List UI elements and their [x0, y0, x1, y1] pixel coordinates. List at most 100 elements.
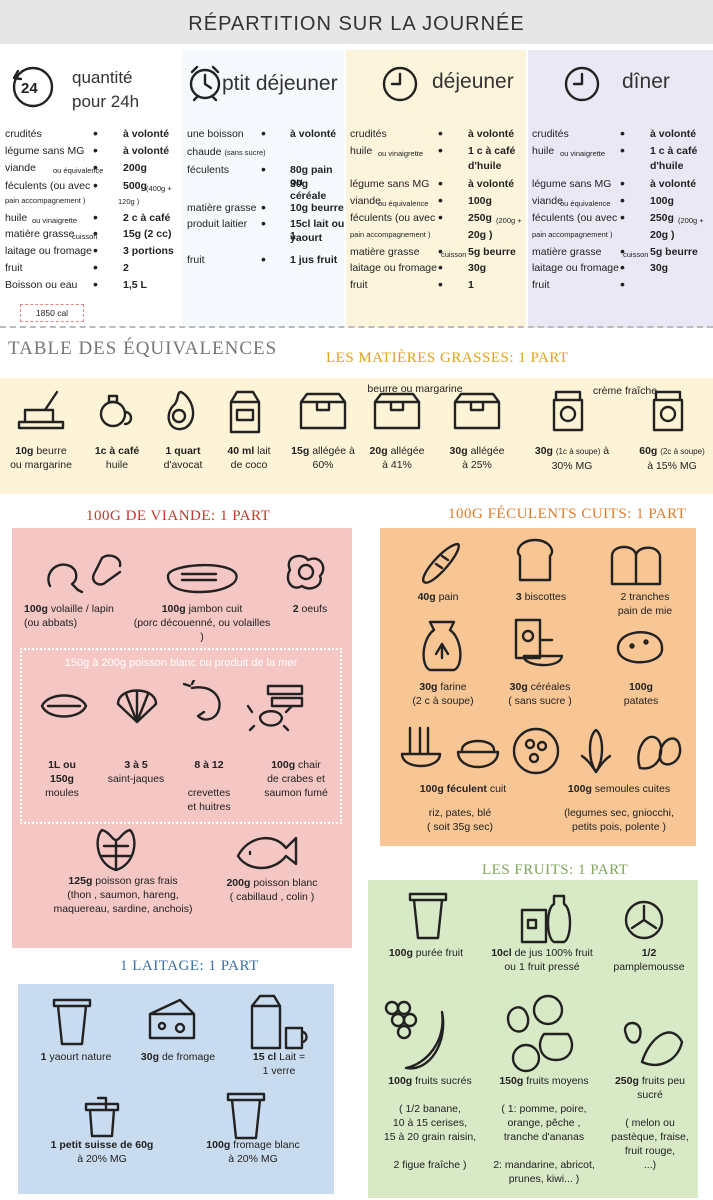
petit-suisse-icon [84, 1096, 120, 1138]
salmon-steak-icon [96, 828, 136, 872]
seafood-box: 150g à 200g poisson blanc ou produit de … [20, 648, 342, 824]
toast-icon [516, 538, 554, 582]
column-title: ptit déjeuner [222, 72, 338, 95]
list-item-note: (200g + [496, 216, 522, 225]
seafood-title: 150g à 200g poisson blanc ou produit de … [64, 657, 298, 669]
milk-carton-icon [229, 390, 261, 434]
calorie-badge: 1850 cal [20, 304, 84, 322]
dairy-item: 100g fromage blanc à 20% MG [206, 1139, 300, 1165]
list-item-note: (200g + [678, 216, 704, 225]
fish-icon [236, 836, 298, 870]
starch-item: 30g farine (2 c à soupe) [412, 681, 474, 707]
jar-icon [552, 390, 584, 432]
egg-icon [286, 554, 325, 590]
flour-bag-icon [422, 620, 462, 672]
butter-tub-icon [299, 392, 347, 430]
seafood-item: 1L ou 150g moules [45, 759, 79, 799]
column-title: déjeuner [432, 70, 514, 93]
dairy-panel: 1 yaourt nature 30g de fromage 15 cl Lai… [18, 984, 334, 1194]
grapefruit-icon [624, 900, 664, 940]
melon-strawberry-icon [623, 1021, 684, 1066]
list-item-note: pain accompagnement ) [350, 230, 431, 239]
cream-subtitle: crème fraîche [592, 385, 658, 397]
starch-item: 100g patates [623, 681, 659, 707]
rice-bowl-icon [456, 739, 500, 769]
fruits-title: LES FRUITS: 1 PART [482, 862, 629, 878]
fruits-panel: 100g purée fruit 10cl de jus 100% fruit o… [368, 880, 698, 1198]
jar-icon [652, 390, 684, 432]
fat-item: 15g allégée à 60% [291, 445, 355, 471]
dairy-item: 15 cl Lait = 1 verre [252, 1051, 306, 1077]
dairy-item: 1 yaourt nature [40, 1051, 112, 1063]
fat-item: 30g allégée à 25% [449, 445, 505, 471]
bread-icon [422, 542, 460, 584]
starch-item: 100g semoules cuites [567, 783, 671, 795]
svg-text:24: 24 [21, 80, 38, 97]
lunch-column: déjeuner crudités • à volonté huile • 1 c à c… [346, 50, 526, 328]
list-item-note: 120g ) [118, 197, 140, 206]
equivalences-title: TABLE DES ÉQUIVALENCES [8, 338, 278, 359]
butter-tub-icon [453, 392, 501, 430]
clock-icon [564, 66, 600, 102]
mussel-icon [40, 694, 88, 718]
peas-icon [512, 727, 560, 775]
potato-icon [616, 631, 664, 664]
crab-icon [246, 684, 304, 732]
starch-item: 40g pain [417, 591, 459, 603]
starch-item-detail: riz, pates, blé( soit 35g sec) [427, 807, 493, 833]
fat-item: 10g beurre ou margarine [10, 445, 72, 471]
list-item-note: ou équivalence [378, 199, 429, 208]
avocado-icon [167, 390, 195, 431]
list-item-note: ou équivalence [53, 166, 104, 175]
oil-jug-icon [99, 394, 133, 428]
butter-icon [17, 390, 65, 430]
alarm-clock-icon [189, 65, 221, 102]
juice-icon [520, 894, 572, 944]
cereal-icon [514, 618, 564, 667]
chicken-leg-icon [47, 554, 122, 594]
seafood-item: 8 à 12 crevettes et huitres [187, 759, 231, 813]
starch-panel: 40g pain 3 biscottes 2 tranches pain de m… [380, 528, 696, 846]
meat-item: 100g volaille / lapin (ou abbats) [24, 603, 114, 629]
fat-item: 30g (1c à soupe) à 30% MG [534, 445, 610, 472]
list-item-note: cuisson [72, 232, 98, 241]
fruit-item: 100g purée fruit [388, 947, 464, 959]
fruit-item: 250g fruits peu sucré( melon ou pastèque, … [611, 1075, 689, 1171]
daily-quantity-column: 24 quantité pour 24h crudités • à volonté lé… [0, 50, 180, 328]
fats-panel: beurre ou margarine crème fraîche 10g be… [0, 378, 713, 494]
list-item-note: ou vinaigrette [32, 216, 78, 225]
list-item-note: pain accompagnement ) [5, 196, 86, 205]
cheese-icon [148, 998, 196, 1040]
grapes-banana-icon [384, 1000, 445, 1070]
corn-icon [580, 728, 612, 774]
starch-item-detail: (legumes sec, gniocchi, petits pois, pole… [564, 807, 674, 833]
clock-icon [382, 66, 418, 102]
fruit-item: 150g fruits moyens( 1: pomme, poire, oran… [493, 1075, 595, 1185]
seafood-item: 3 à 5 saint-jaques [107, 759, 165, 785]
puree-cup-icon [408, 892, 448, 940]
meat-item: 2 oeufs [292, 603, 328, 615]
starch-item: 30g céréales( sans sucre ) [508, 681, 572, 707]
steak-icon [166, 564, 238, 594]
fat-item: 1c à café huile [94, 445, 140, 471]
starch-item: 2 tranches pain de mie [617, 591, 673, 617]
meat-item: 125g poisson gras frais (thon , saumon, h… [53, 875, 193, 915]
starch-item: 100g féculent cuit [419, 783, 507, 795]
list-item-note: ou vinaigrette [560, 149, 606, 158]
meat-panel: 100g volaille / lapin (ou abbats) 100g ja… [12, 528, 352, 948]
list-item-note: ou équivalence [560, 199, 611, 208]
starch-title: 100G FÉCULENTS CUITS: 1 PART [448, 506, 687, 522]
seafood-item: 100g chair de crabes et saumon fumé [264, 759, 328, 799]
dairy-item: 1 petit suisse de 60g à 20% MG [50, 1139, 154, 1165]
list-item-note: (400g + [146, 184, 172, 193]
starch-item: 3 biscottes [515, 591, 567, 603]
shrimp-icon [182, 680, 221, 721]
scallop-icon [116, 689, 158, 724]
butter-subtitle: beurre ou margarine [367, 383, 463, 395]
fat-item: 1 quart d'avocat [163, 445, 203, 471]
fruit-item: 10cl de jus 100% fruit ou 1 fruit pressé [491, 947, 593, 973]
list-item-note: ou vinaigrette [378, 149, 424, 158]
pasta-icon [400, 726, 442, 768]
list-item-note: pain accompagnement ) [532, 230, 613, 239]
24-hour-icon: 24 [12, 66, 54, 108]
